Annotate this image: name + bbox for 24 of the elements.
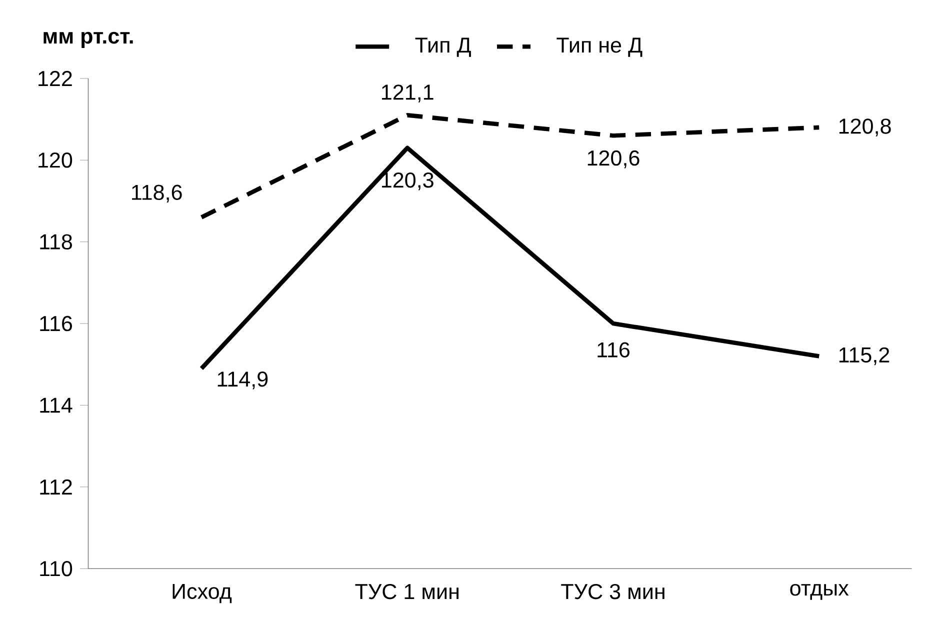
data-label: 120,8 bbox=[839, 118, 891, 136]
data-label: 118,6 bbox=[132, 184, 182, 202]
x-tick-label: ТУС 1 мин bbox=[355, 584, 458, 600]
x-tick-label: Исход bbox=[172, 584, 232, 603]
x-tick-label: отдых bbox=[790, 584, 849, 600]
data-label: 120,6 bbox=[588, 150, 640, 168]
y-tick-label: 116 bbox=[40, 316, 72, 331]
y-tick-label: 120 bbox=[38, 152, 72, 168]
line-series bbox=[199, 146, 822, 370]
data-label: 120,3 bbox=[382, 172, 434, 190]
y-axis-title: мм рт.ст. bbox=[44, 32, 133, 48]
data-label: 114,9 bbox=[218, 371, 268, 390]
data-label: 115,2 bbox=[839, 347, 890, 365]
line-series bbox=[199, 112, 822, 220]
x-tick-label: ТУС 3 мин bbox=[561, 584, 664, 600]
y-tick-label: 110 bbox=[40, 560, 72, 576]
y-tick-label: 122 bbox=[38, 70, 72, 86]
legend-label: Тип не Д bbox=[556, 38, 642, 57]
y-tick-label: 118 bbox=[40, 234, 72, 250]
y-tick-label: 112 bbox=[40, 479, 72, 494]
legend-label: Тип Д bbox=[415, 38, 471, 57]
data-label: 116 bbox=[598, 342, 630, 358]
y-tick-label: 114 bbox=[40, 398, 72, 412]
data-label: 121,1 bbox=[382, 84, 434, 102]
